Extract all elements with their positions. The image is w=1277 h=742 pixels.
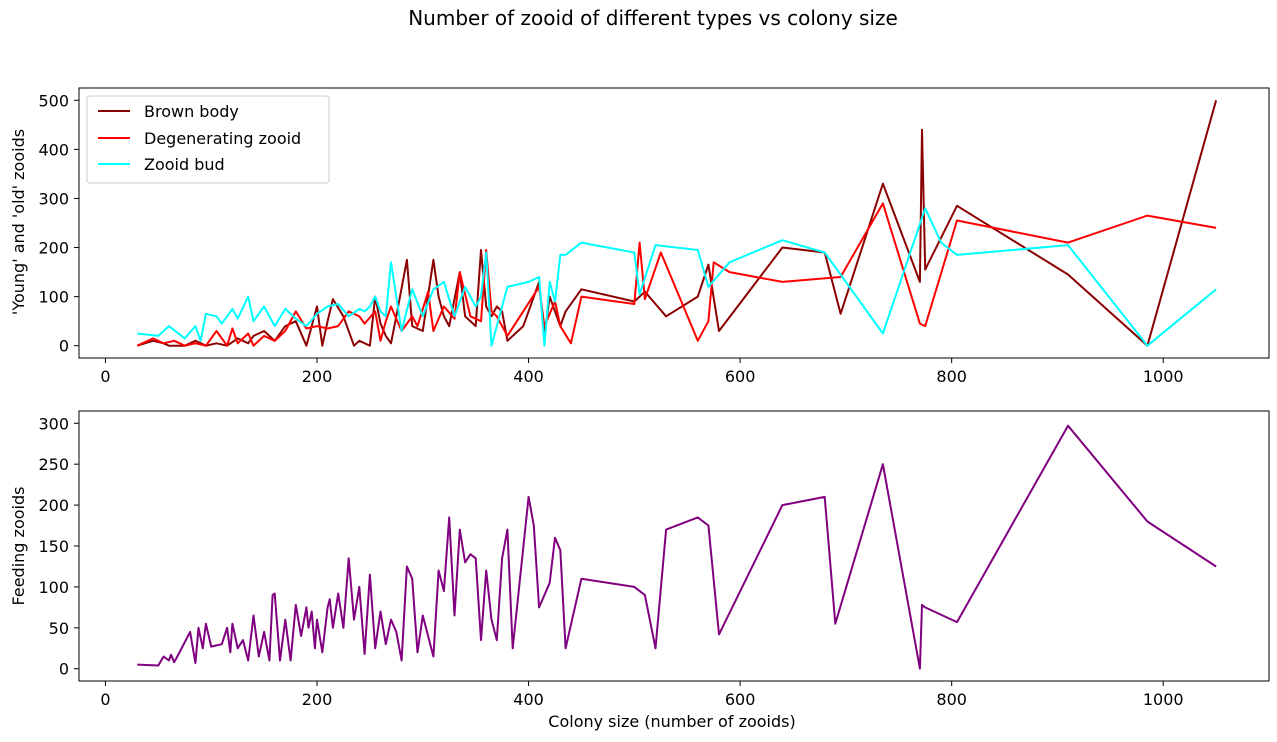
bottom-y-ticks: 0 50 100 150 200 250 300 [38,414,79,679]
bottom-y-tick-label: 300 [38,414,69,433]
top-y-tick-label: 500 [38,91,69,110]
top-x-tick-label: 800 [936,367,967,386]
bottom-y-tick-label: 150 [38,537,69,556]
bottom-y-axis-label: Feeding zooids [9,487,28,606]
legend-label-brown-body: Brown body [144,102,239,121]
bottom-x-tick-label: 800 [936,690,967,709]
bottom-x-tick-label: 1000 [1143,690,1184,709]
bottom-x-tick-label: 200 [302,690,333,709]
bottom-y-tick-label: 50 [49,619,69,638]
top-y-axis-label: 'Young' and 'old' zooids [9,129,28,315]
bottom-series-line-feeding-zooids [137,424,1217,670]
bottom-x-axis-label: Colony size (number of zooids) [548,712,795,731]
bottom-y-tick-label: 0 [59,660,69,679]
top-series-line-zooid-bud [137,207,1217,347]
legend-label-zooid-bud: Zooid bud [144,155,225,174]
legend-label-degenerating-zooid: Degenerating zooid [144,129,301,148]
top-x-tick-label: 400 [513,367,544,386]
bottom-x-tick-label: 0 [100,690,110,709]
top-x-tick-label: 200 [302,367,333,386]
bottom-x-tick-label: 600 [725,690,756,709]
top-y-tick-label: 300 [38,189,69,208]
top-plot-frame [78,87,1270,359]
top-series-line-degenerating-zooid [136,202,1217,347]
top-x-tick-label: 600 [725,367,756,386]
bottom-y-tick-label: 200 [38,496,69,515]
bottom-x-ticks: 0 200 400 600 800 1000 [100,681,1184,709]
legend: Brown body Degenerating zooid Zooid bud [86,95,330,184]
top-plot-lines [136,100,1218,347]
bottom-x-tick-label: 400 [513,690,544,709]
top-x-tick-label: 0 [100,367,110,386]
figure-title: Number of zooid of different types vs co… [408,6,898,30]
top-y-tick-label: 0 [59,337,69,356]
top-x-tick-label: 1000 [1143,367,1184,386]
top-series-line-brown-body [136,100,1218,347]
top-x-ticks: 0 200 400 600 800 1000 [100,358,1184,386]
top-y-ticks: 0 100 200 300 400 500 [38,91,79,356]
top-y-tick-label: 400 [38,140,69,159]
bottom-plot-lines [137,424,1217,670]
top-y-tick-label: 100 [38,288,69,307]
top-y-tick-label: 200 [38,239,69,258]
bottom-y-tick-label: 250 [38,455,69,474]
top-panel: 0 200 400 600 800 1000 0 100 200 300 400 500 'Youn… [9,87,1270,386]
bottom-y-tick-label: 100 [38,578,69,597]
bottom-panel: 0 200 400 600 800 1000 0 50 100 150 200 250 300 Fee… [9,410,1270,731]
legend-box [86,95,330,184]
